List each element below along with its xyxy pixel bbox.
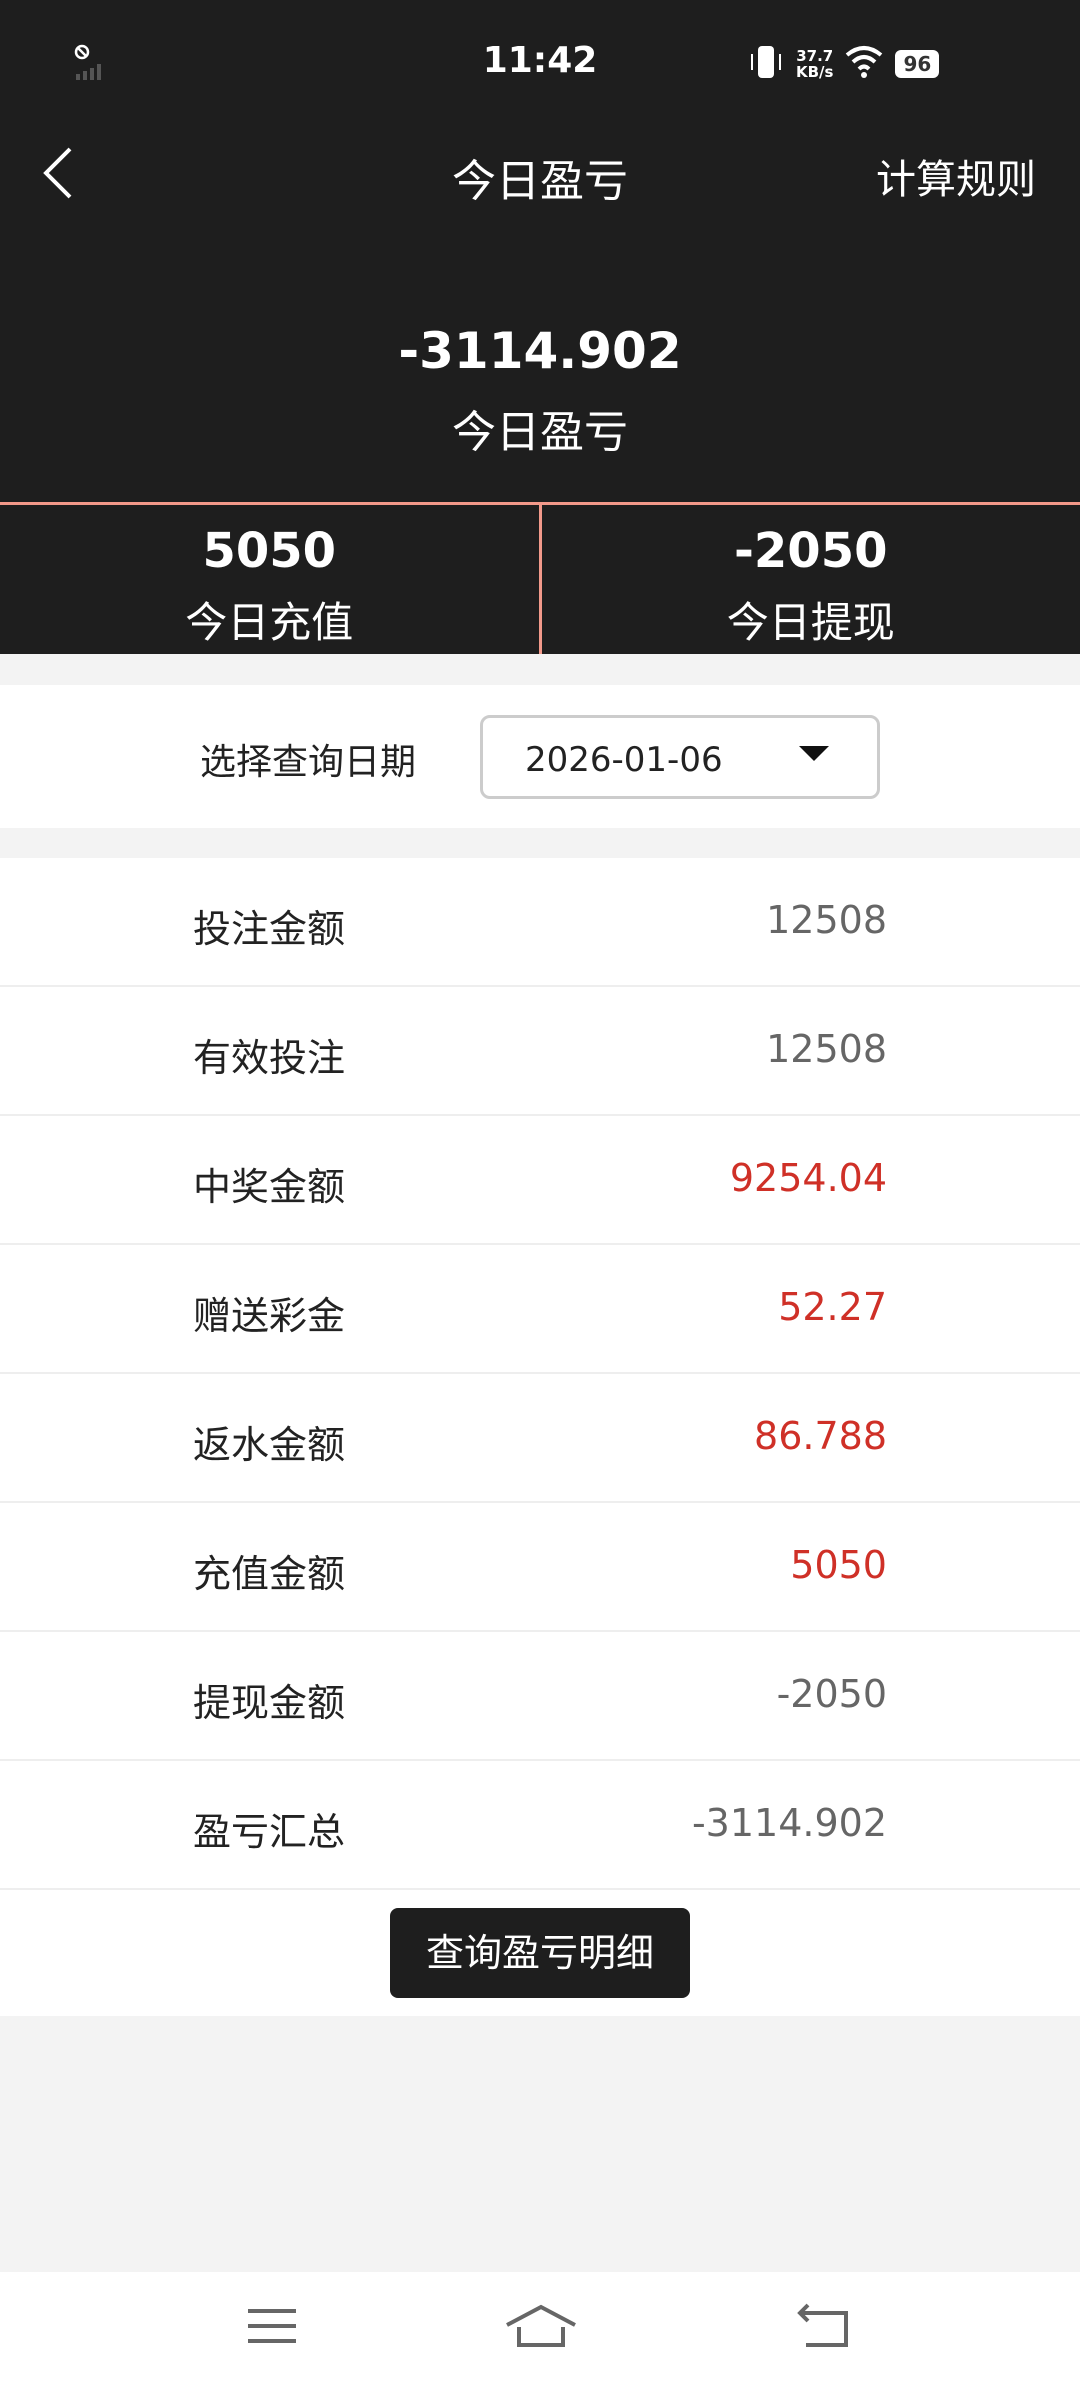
- dropdown-arrow-icon: [799, 746, 829, 761]
- total-profit-label: 今日盈亏: [452, 407, 628, 458]
- table-row: 中奖金额 9254.04: [0, 1116, 1080, 1245]
- calculation-rules-link[interactable]: 计算规则: [876, 157, 1036, 203]
- stat-recharge: 5050 今日充值: [185, 523, 354, 647]
- battery-indicator: 96: [895, 50, 940, 78]
- date-label: 选择查询日期: [200, 742, 417, 783]
- date-select[interactable]: 2026-01-06: [480, 715, 880, 799]
- system-nav-bar: [0, 2272, 1080, 2400]
- table-row: 盈亏汇总 -3114.902: [0, 1761, 1080, 1890]
- table-row: 充值金额 5050: [0, 1503, 1080, 1632]
- home-icon[interactable]: [505, 2300, 577, 2365]
- table-row: 投注金额 12508: [0, 858, 1080, 987]
- header-panel: 11:42 37.7 KB/s 96 今日盈亏 计算规则 -3114.902 今日…: [0, 0, 1080, 654]
- table-row: 赠送彩金 52.27: [0, 1245, 1080, 1374]
- page-title: 今日盈亏: [452, 156, 628, 207]
- vibrate-icon: [748, 44, 784, 84]
- clock: 11:42: [482, 40, 598, 81]
- menu-icon[interactable]: [244, 2300, 300, 2365]
- total-profit-value: -3114.902: [398, 322, 682, 380]
- table-row: 返水金额 86.788: [0, 1374, 1080, 1503]
- date-filter-row: 选择查询日期 2026-01-06: [0, 685, 1080, 828]
- query-detail-button[interactable]: 查询盈亏明细: [390, 1908, 690, 1998]
- signal-icon: [74, 44, 110, 88]
- back-button[interactable]: [40, 145, 76, 214]
- wifi-icon: [845, 45, 883, 83]
- table-row: 有效投注 12508: [0, 987, 1080, 1116]
- status-bar: 11:42 37.7 KB/s 96: [0, 0, 1080, 125]
- summary-table: 投注金额 12508 有效投注 12508 中奖金额 9254.04 赠送彩金 52.2…: [0, 858, 1080, 1890]
- stat-withdraw: -2050 今日提现: [538, 505, 1080, 654]
- table-row: 提现金额 -2050: [0, 1632, 1080, 1761]
- back-nav-icon[interactable]: [796, 2300, 852, 2365]
- network-speed: 37.7 KB/s: [796, 47, 834, 81]
